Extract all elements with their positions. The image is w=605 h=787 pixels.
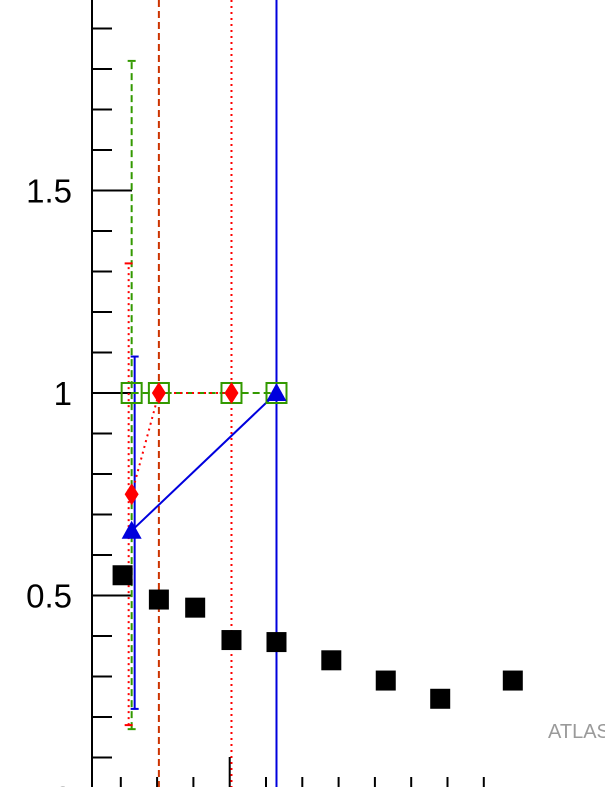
data-point	[502, 670, 523, 691]
y-tick-label: 1.5	[26, 173, 72, 210]
error-bars	[124, 59, 139, 731]
data-point	[124, 483, 139, 506]
data-point	[120, 382, 143, 404]
data-point	[112, 565, 133, 586]
data-point	[321, 650, 342, 671]
data-point	[375, 670, 396, 691]
y-tick-label: 0.5	[26, 578, 72, 615]
atlas-watermark: ATLAS	[548, 721, 605, 743]
data-point	[266, 383, 287, 401]
y-tick-label: 0	[54, 780, 72, 787]
data-point	[221, 630, 242, 651]
y-tick-label: 1	[54, 375, 72, 412]
data-point	[151, 382, 166, 404]
axis-ticks: 0 0.5 1 1.5 2	[26, 0, 485, 787]
series-markers	[112, 382, 523, 709]
data-point	[430, 688, 451, 709]
data-point	[121, 520, 142, 539]
data-point	[148, 589, 169, 610]
series-line	[130, 392, 232, 495]
data-point	[224, 382, 239, 404]
series-line	[130, 392, 278, 532]
series-lines	[130, 392, 278, 532]
data-point	[185, 597, 206, 618]
y-tick-label: 2	[54, 0, 72, 7]
data-point	[266, 632, 287, 653]
